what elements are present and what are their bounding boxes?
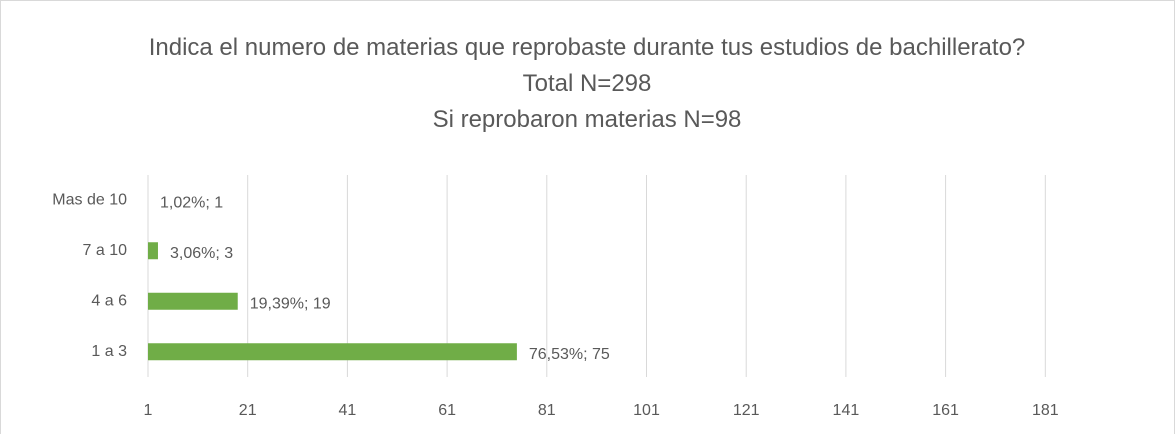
chart-subtitle: Si reprobaron materias N=98	[432, 106, 742, 133]
x-tick-label: 161	[932, 402, 959, 419]
bar	[148, 292, 238, 310]
x-tick-label: 61	[438, 402, 456, 419]
value-label: 76,53%; 75	[529, 346, 610, 363]
bar	[148, 343, 517, 361]
x-tick-label: 121	[733, 402, 760, 419]
x-tick-label: 181	[1032, 402, 1059, 419]
x-tick-label: 1	[144, 402, 153, 419]
y-tick-label: 4 a 6	[91, 292, 127, 309]
y-tick-label: 1 a 3	[91, 343, 127, 360]
x-tick-label: 141	[833, 402, 860, 419]
value-label: 19,39%; 19	[250, 295, 331, 312]
chart-title: Indica el numero de materias que reproba…	[148, 34, 1026, 97]
x-tick-label: 21	[239, 402, 257, 419]
y-tick-label: Mas de 10	[52, 191, 127, 208]
value-label: 1,02%; 1	[160, 194, 223, 211]
value-label: 3,06%; 3	[170, 245, 233, 262]
y-tick-label: 7 a 10	[83, 242, 128, 259]
x-tick-label: 101	[633, 402, 660, 419]
x-tick-label: 41	[339, 402, 357, 419]
title-block: Indica el numero de materias que reproba…	[137, 30, 1037, 138]
x-tick-label: 81	[538, 402, 556, 419]
bar	[148, 242, 158, 260]
